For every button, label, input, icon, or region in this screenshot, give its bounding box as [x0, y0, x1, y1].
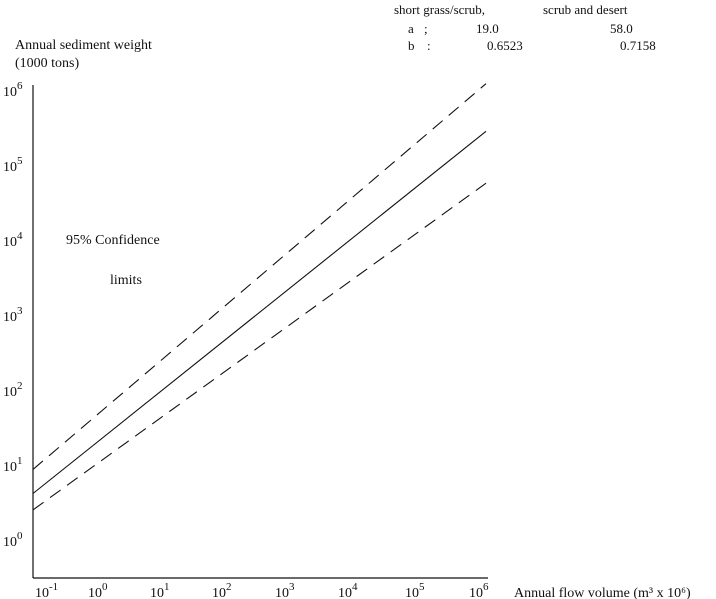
x-tick-exp: 6 [483, 581, 489, 593]
x-tick-label: 105 [405, 581, 425, 599]
x-tick-label: 10-1 [35, 581, 58, 599]
x-tick-exp: 4 [352, 581, 358, 593]
param-header-col2: scrub and desert [543, 2, 628, 17]
series-layer [32, 83, 487, 511]
y-tick-label: 102 [3, 380, 23, 400]
y-tick-label: 100 [3, 530, 23, 550]
regression-line [32, 130, 487, 494]
confidence-label-line2: limits [110, 273, 142, 288]
y-tick-label: 104 [3, 230, 23, 250]
confidence-limit-line [32, 182, 487, 511]
x-tick-base: 10 [275, 586, 289, 599]
y-tick-label: 103 [3, 305, 23, 325]
y-tick-base: 10 [3, 310, 17, 325]
y-axis-title: Annual sediment weight [15, 38, 152, 53]
param-header-col1: short grass/scrub, [394, 2, 485, 17]
param-a-v1: 19.0 [476, 21, 499, 36]
param-a-v2: 58.0 [610, 21, 633, 36]
y-tick-exp: 3 [17, 305, 23, 317]
y-tick-exp: 0 [17, 530, 23, 542]
param-b-v2: 0.7158 [620, 38, 656, 53]
y-tick-label: 105 [3, 155, 23, 175]
y-tick-label: 101 [3, 455, 23, 475]
x-tick-label: 104 [338, 581, 358, 599]
y-tick-label: 106 [3, 80, 23, 100]
x-tick-label: 106 [469, 581, 489, 599]
x-tick-label: 102 [212, 581, 232, 599]
x-tick-label: 103 [275, 581, 295, 599]
y-tick-exp: 4 [17, 230, 23, 242]
x-tick-label: 100 [88, 581, 108, 599]
y-tick-exp: 2 [17, 380, 23, 392]
confidence-limit-line [32, 83, 487, 470]
y-tick-base: 10 [3, 235, 17, 250]
x-tick-exp: 0 [102, 581, 108, 593]
param-a-label: a [408, 21, 414, 36]
param-b-v1: 0.6523 [487, 38, 523, 53]
x-tick-exp: -1 [49, 581, 58, 593]
x-tick-label: 101 [150, 581, 170, 599]
x-tick-base: 10 [212, 586, 226, 599]
y-axis-unit: (1000 tons) [15, 56, 80, 71]
x-tick-base: 10 [469, 586, 483, 599]
x-tick-base: 10 [35, 586, 49, 599]
param-b-label: b [408, 38, 415, 53]
x-tick-exp: 5 [419, 581, 425, 593]
x-tick-base: 10 [150, 586, 164, 599]
y-tick-base: 10 [3, 460, 17, 475]
parameter-table: short grass/scrub, scrub and desert a ; … [394, 2, 656, 53]
param-a-sep: ; [424, 21, 428, 36]
x-tick-exp: 2 [226, 581, 232, 593]
x-tick-labels: 10-1 100 101 102 103 104 105 106 [35, 581, 489, 599]
param-b-sep: : [427, 38, 431, 53]
y-tick-base: 10 [3, 160, 17, 175]
x-axis-title: Annual flow volume (m³ x 10⁶) [514, 586, 691, 599]
confidence-label-line1: 95% Confidence [66, 233, 160, 248]
x-tick-exp: 3 [289, 581, 295, 593]
y-tick-base: 10 [3, 385, 17, 400]
x-tick-base: 10 [405, 586, 419, 599]
x-tick-base: 10 [88, 586, 102, 599]
y-tick-base: 10 [3, 535, 17, 550]
y-tick-exp: 1 [17, 455, 23, 467]
y-tick-exp: 6 [17, 80, 23, 92]
y-tick-base: 10 [3, 85, 17, 100]
y-tick-exp: 5 [17, 155, 23, 167]
x-tick-base: 10 [338, 586, 352, 599]
x-tick-exp: 1 [164, 581, 170, 593]
